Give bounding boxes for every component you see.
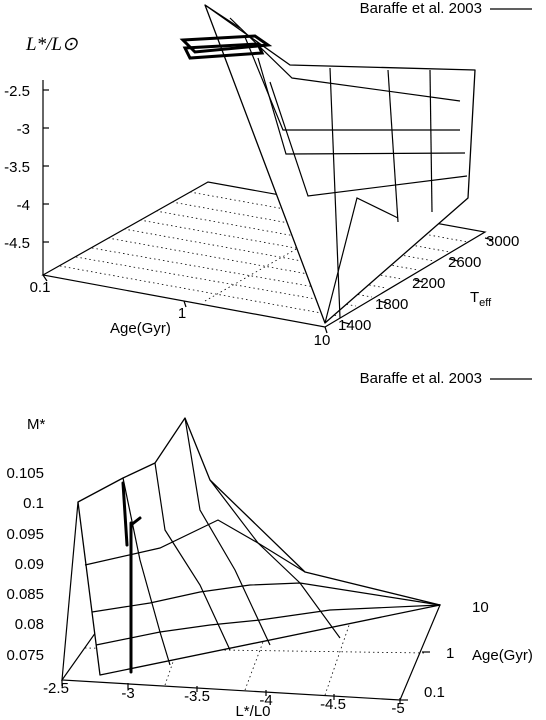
top-age-axis: 0.1 1 10 Age(Gyr)	[30, 274, 331, 349]
top-surface-mesh-line	[329, 67, 341, 319]
top-teff-tick-label: 3000	[486, 233, 519, 250]
top-surface-mesh-line	[387, 69, 399, 223]
bottom-surface	[77, 417, 441, 676]
top-age-tick	[324, 326, 328, 334]
bottom-x-tick-label: -4	[259, 692, 272, 709]
bottom-surface-mesh-line	[154, 462, 231, 651]
top-ztick-label: -3	[17, 121, 30, 138]
bottom-surface-mesh-line	[84, 519, 306, 573]
top-age-tick-label: 0.1	[30, 279, 51, 296]
bottom-x-axis-label: L*/L0	[235, 703, 270, 720]
top-teff-tick	[414, 279, 424, 283]
top-age-tick-label: 10	[314, 332, 331, 349]
top-chart: Baraffe et al. 2003 L*/L⊙ -2.5 -3 -3.5 -…	[4, 0, 532, 349]
top-age-tick-label: 1	[178, 305, 186, 322]
bottom-age-axis: 10 1 0.1 Age(Gyr)	[400, 599, 533, 701]
bottom-surface-mesh-line	[122, 477, 171, 666]
bottom-ztick-label: 0.095	[6, 526, 44, 543]
bottom-x-tick-label: -2.5	[43, 680, 69, 697]
top-teff-tick-label: 2600	[448, 254, 481, 271]
top-surface-mesh-line	[204, 4, 241, 29]
top-z-ticks	[43, 89, 49, 243]
top-teff-tick	[449, 258, 459, 262]
top-teff-tick	[341, 321, 351, 325]
top-surface-mesh-line	[324, 197, 399, 324]
bottom-x-axis: -2.5 -3 -3.5 -4 -4.5 -5 L*/L0	[43, 680, 405, 720]
top-age-axis-label: Age(Gyr)	[110, 320, 171, 337]
top-teff-tick	[484, 237, 494, 241]
top-base-outline	[41, 181, 487, 328]
bottom-ztick-label: 0.1	[23, 495, 44, 512]
top-surface-mesh-line	[429, 69, 433, 213]
bottom-ztick-label: 0.085	[6, 586, 44, 603]
bottom-x-tick-label: -4.5	[320, 696, 346, 713]
top-surface-outline	[204, 4, 476, 324]
bottom-z-axis	[61, 501, 79, 681]
bottom-surface-mesh-line	[184, 417, 271, 646]
bottom-surface-mesh-line	[95, 604, 441, 646]
top-surface-mesh-line	[269, 81, 468, 197]
top-ztick-label: -3.5	[4, 159, 30, 176]
bottom-ztick-label: 0.08	[15, 616, 44, 633]
top-track	[179, 34, 273, 60]
top-legend-label: Baraffe et al. 2003	[360, 0, 482, 17]
bottom-track-line	[121, 481, 129, 547]
bottom-ztick-label: 0.09	[15, 556, 44, 573]
bottom-legend-label: Baraffe et al. 2003	[360, 370, 482, 387]
top-ztick-label: -4.5	[4, 235, 30, 252]
bottom-track-line	[129, 516, 142, 527]
top-ztick-label: -4	[17, 197, 30, 214]
top-ztick-label: -2.5	[4, 83, 30, 100]
top-teff-axis-label: Teff	[470, 289, 492, 309]
bottom-x-tick-label: -5	[391, 700, 404, 717]
top-track-outline	[182, 42, 265, 60]
top-age-tick	[42, 274, 48, 282]
bottom-age-axis-label: Age(Gyr)	[472, 647, 533, 664]
bottom-x-tick-label: -3	[121, 685, 134, 702]
bottom-ztick-labels: 0.105 0.1 0.095 0.09 0.085 0.08 0.075	[6, 465, 44, 664]
top-teff-tick-label: 1400	[338, 317, 371, 334]
bottom-age-tick-label: 1	[446, 645, 454, 662]
bottom-zlabel: M*	[27, 416, 45, 433]
bottom-x-tick-label: -3.5	[184, 688, 210, 705]
top-base-grid-line	[59, 265, 339, 317]
top-teff-tick-label: 1800	[375, 296, 408, 313]
bottom-base-grid-line	[244, 609, 276, 691]
bottom-ztick-label: 0.075	[6, 647, 44, 664]
top-ztick-labels: -2.5 -3 -3.5 -4 -4.5	[4, 83, 30, 252]
bottom-surface-mesh-line	[91, 582, 441, 613]
top-zlabel: L*/L⊙	[25, 34, 78, 55]
bottom-ztick-label: 0.105	[6, 465, 44, 482]
bottom-chart: Baraffe et al. 2003 M* 0.105 0.1 0.095 0…	[6, 370, 532, 720]
top-surface-mesh-line	[229, 17, 461, 102]
top-surface	[204, 4, 476, 324]
top-surface-mesh-line	[257, 57, 466, 155]
bottom-age-tick-label: 10	[472, 599, 489, 616]
top-surface-mesh-line	[244, 36, 460, 131]
top-teff-tick-label: 2200	[412, 275, 445, 292]
bottom-surface-mesh-line	[209, 479, 341, 639]
bottom-track	[121, 481, 142, 674]
bottom-age-tick-label: 0.1	[424, 684, 445, 701]
top-teff-tick	[378, 300, 388, 304]
top-teff-axis: 1400 1800 2200 2600 3000 Teff	[338, 233, 519, 334]
top-age-tick	[183, 300, 187, 308]
